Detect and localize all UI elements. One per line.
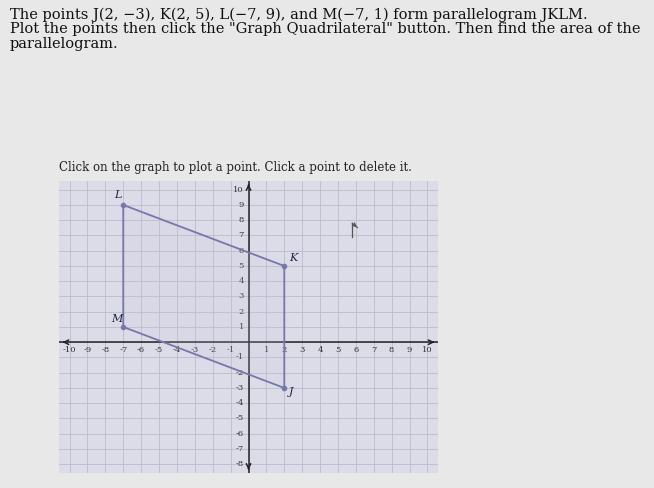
Text: 10: 10 — [422, 346, 433, 354]
Text: 9: 9 — [239, 201, 244, 209]
Text: 3: 3 — [300, 346, 305, 354]
Text: -2: -2 — [209, 346, 216, 354]
Text: -2: -2 — [236, 369, 244, 377]
Text: -8: -8 — [101, 346, 109, 354]
Text: Click on the graph to plot a point. Click a point to delete it.: Click on the graph to plot a point. Clic… — [59, 161, 412, 174]
Text: M: M — [112, 314, 123, 324]
Text: parallelogram.: parallelogram. — [10, 37, 118, 51]
Text: 3: 3 — [239, 292, 244, 301]
Text: 5: 5 — [336, 346, 341, 354]
Text: 8: 8 — [239, 216, 244, 224]
Text: 1: 1 — [239, 323, 244, 331]
Text: -7: -7 — [236, 445, 244, 453]
Text: 9: 9 — [407, 346, 412, 354]
Text: L: L — [114, 190, 122, 200]
Text: -9: -9 — [83, 346, 92, 354]
Text: 6: 6 — [353, 346, 358, 354]
Text: -7: -7 — [119, 346, 128, 354]
Text: -1: -1 — [226, 346, 235, 354]
Text: 4: 4 — [317, 346, 323, 354]
Text: -5: -5 — [236, 414, 244, 423]
Text: 6: 6 — [239, 247, 244, 255]
Text: -8: -8 — [236, 460, 244, 468]
Text: -1: -1 — [236, 353, 244, 362]
Text: -3: -3 — [236, 384, 244, 392]
Text: 7: 7 — [239, 231, 244, 240]
Text: -4: -4 — [173, 346, 181, 354]
Polygon shape — [123, 205, 284, 388]
Text: 5: 5 — [239, 262, 244, 270]
Text: -6: -6 — [137, 346, 145, 354]
Text: 4: 4 — [239, 277, 244, 285]
Text: 8: 8 — [389, 346, 394, 354]
Text: -6: -6 — [236, 430, 244, 438]
Text: 2: 2 — [239, 308, 244, 316]
Text: The points J(2, −3), K(2, 5), L(−7, 9), and M(−7, 1) form parallelogram JKLM.: The points J(2, −3), K(2, 5), L(−7, 9), … — [10, 7, 587, 21]
Text: J: J — [289, 387, 293, 397]
Text: -10: -10 — [63, 346, 77, 354]
Text: -4: -4 — [235, 399, 244, 407]
Text: 7: 7 — [371, 346, 377, 354]
Text: Plot the points then click the "Graph Quadrilateral" button. Then find the area : Plot the points then click the "Graph Qu… — [10, 22, 640, 36]
Text: 10: 10 — [233, 186, 244, 194]
Text: 2: 2 — [282, 346, 287, 354]
Text: -3: -3 — [191, 346, 199, 354]
Text: K: K — [289, 253, 297, 263]
Text: -5: -5 — [155, 346, 164, 354]
Text: 1: 1 — [264, 346, 269, 354]
